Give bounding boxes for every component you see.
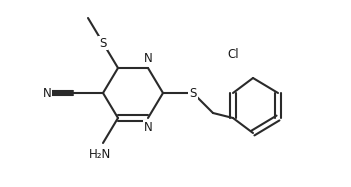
Text: S: S xyxy=(189,87,197,99)
Text: S: S xyxy=(99,36,107,50)
Text: N: N xyxy=(144,121,152,134)
Text: Cl: Cl xyxy=(227,48,239,61)
Text: N: N xyxy=(42,87,51,99)
Text: N: N xyxy=(144,52,152,65)
Text: H₂N: H₂N xyxy=(89,148,111,161)
